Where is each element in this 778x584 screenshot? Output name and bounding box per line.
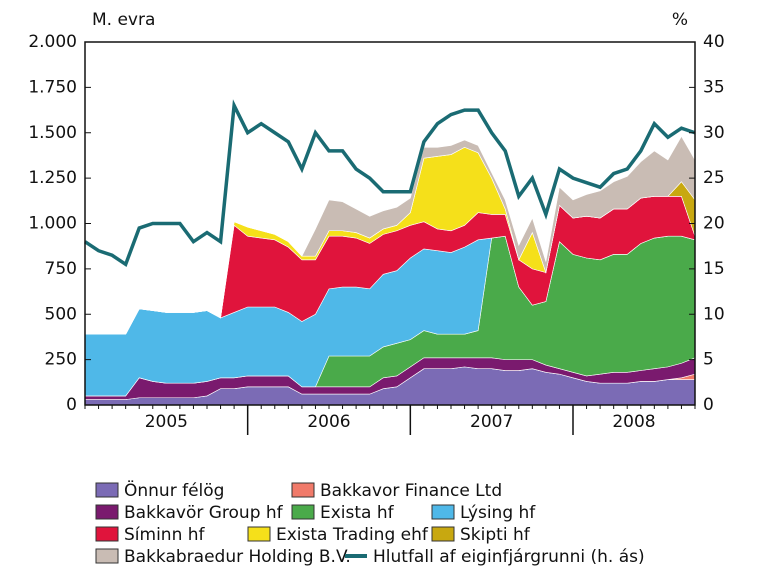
y2-tick-label: 5 <box>703 350 714 370</box>
y-tick-label: 0 <box>66 395 77 415</box>
y-tick-label: 1.000 <box>28 214 77 234</box>
legend-label: Bakkavör Group hf <box>124 503 284 523</box>
y2-tick-label: 35 <box>703 77 725 97</box>
y-tick-label: 2.000 <box>28 32 77 52</box>
legend-label: Lýsing hf <box>460 503 536 523</box>
legend-label: Hlutfall af eiginfjárgrunni (h. ás) <box>373 547 645 567</box>
legend-label: Bakkabraedur Holding B.V. <box>124 547 351 567</box>
x-tick-label: 2008 <box>612 412 655 432</box>
legend-swatch <box>291 482 315 498</box>
y-tick-label: 1.500 <box>28 123 77 143</box>
y2-tick-label: 15 <box>703 259 725 279</box>
line <box>84 99 696 268</box>
y-tick-label: 750 <box>45 259 77 279</box>
x-tick-label: 2006 <box>307 412 350 432</box>
legend-label: Exista hf <box>320 503 395 523</box>
y2-tick-label: 20 <box>703 214 725 234</box>
y-axis-label: M. evra <box>92 10 155 30</box>
y2-tick-label: 30 <box>703 123 725 143</box>
y2-tick-label: 25 <box>703 168 725 188</box>
legend-swatch <box>95 548 119 564</box>
y2-tick-label: 40 <box>703 32 725 52</box>
y2-axis-label: % <box>672 10 688 30</box>
legend-label: Önnur félög <box>124 479 224 501</box>
legend-swatch <box>95 482 119 498</box>
legend-swatch <box>291 504 315 520</box>
x-tick-label: 2007 <box>470 412 513 432</box>
y2-tick-label: 10 <box>703 304 725 324</box>
y-tick-label: 1.250 <box>28 168 77 188</box>
y-tick-label: 1.750 <box>28 77 77 97</box>
legend-swatch <box>95 504 119 520</box>
legend-label: Bakkavor Finance Ltd <box>320 481 502 501</box>
y-tick-label: 250 <box>45 350 77 370</box>
legend-swatch <box>95 526 119 542</box>
x-tick-label: 2005 <box>145 412 188 432</box>
y-tick-label: 500 <box>45 304 77 324</box>
y2-tick-label: 0 <box>703 395 714 415</box>
legend-label: Skipti hf <box>460 525 531 545</box>
legend-label: Síminn hf <box>124 525 206 545</box>
legend-swatch <box>431 526 455 542</box>
legend-label: Exista Trading ehf <box>276 525 429 545</box>
legend-swatch <box>247 526 271 542</box>
legend-swatch <box>431 504 455 520</box>
